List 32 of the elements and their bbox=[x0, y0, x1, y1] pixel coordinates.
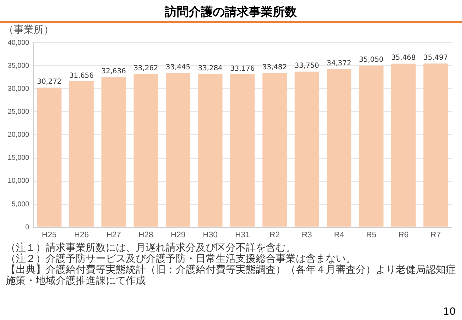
x-tick-label: R3 bbox=[302, 230, 313, 240]
bar bbox=[327, 68, 352, 227]
bar bbox=[359, 66, 384, 227]
x-tick-label: H28 bbox=[138, 230, 154, 240]
bar bbox=[166, 73, 191, 227]
bar bbox=[69, 81, 94, 227]
bar bbox=[198, 74, 223, 227]
x-tick-label: H31 bbox=[235, 230, 251, 240]
bar bbox=[102, 76, 126, 227]
bar bbox=[424, 64, 448, 227]
y-axis-title: （事業所） bbox=[4, 24, 54, 37]
x-tick-label: R4 bbox=[334, 230, 345, 240]
x-tick-label: R5 bbox=[366, 230, 378, 240]
x-tick-label: H25 bbox=[42, 230, 58, 240]
bar bbox=[262, 73, 288, 227]
x-tick-label: H26 bbox=[74, 230, 90, 240]
bar bbox=[391, 64, 416, 227]
x-tick-label: H29 bbox=[170, 230, 186, 240]
text: 10 bbox=[443, 307, 456, 318]
x-tick-label: H30 bbox=[203, 230, 218, 240]
chart-title: 訪問介護の請求事業所数 bbox=[0, 0, 462, 23]
text: （注２）介護予防サービス及び介護予防・日常生活支援総合事業は含まない。 bbox=[6, 254, 356, 265]
text: 【出典】介護給付費等実態統計（旧：介護給付費等実態調査）（各年４月審査分）より老健局認知症施策・地域介護推進課にて作成 bbox=[6, 265, 456, 287]
bar bbox=[294, 72, 320, 227]
bar bbox=[37, 88, 62, 227]
bar bbox=[134, 74, 158, 227]
x-tick-label: H27 bbox=[106, 230, 122, 240]
x-tick-label: R6 bbox=[398, 230, 410, 240]
x-tick-label: R7 bbox=[430, 230, 442, 240]
bar bbox=[230, 74, 255, 227]
text: （注１）請求事業所数には、月遅れ請求分及び区分不詳を含む。 bbox=[6, 243, 297, 254]
x-tick-label: R2 bbox=[270, 230, 281, 240]
